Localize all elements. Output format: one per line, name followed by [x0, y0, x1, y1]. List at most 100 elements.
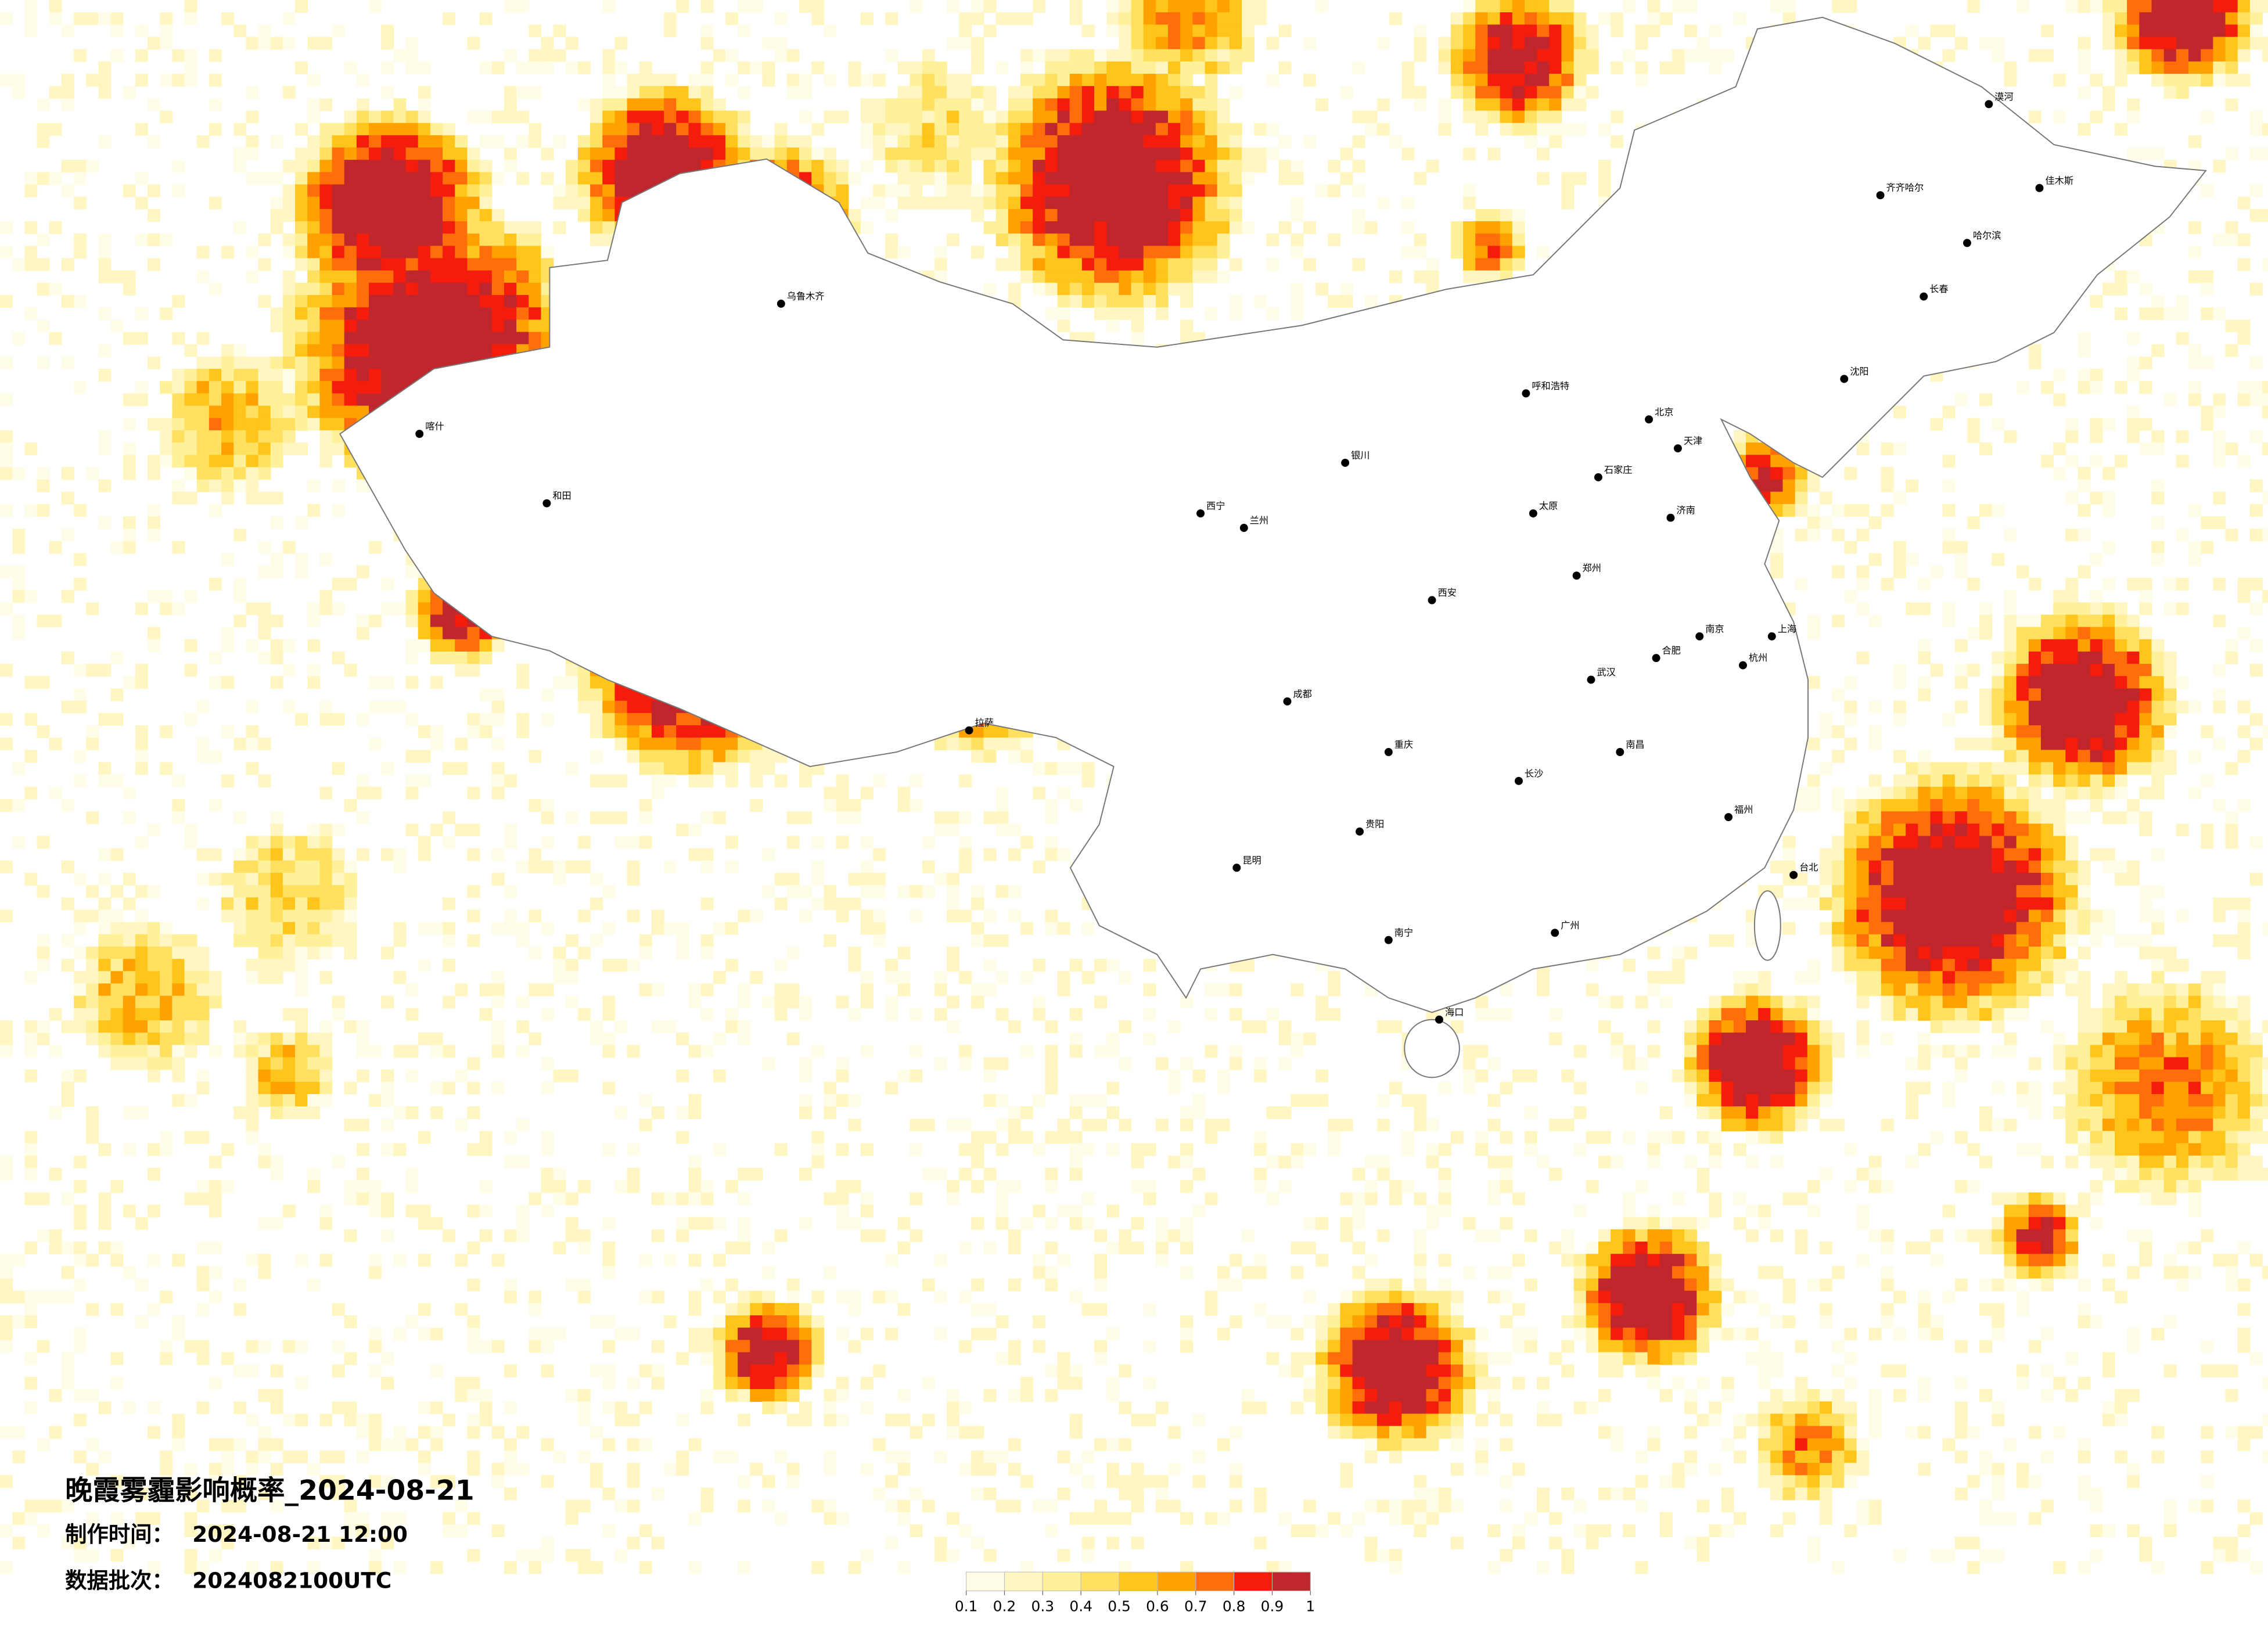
- heat-cell: [676, 1192, 689, 1206]
- heat-cell: [184, 1192, 197, 1206]
- heat-cell: [1119, 282, 1132, 296]
- heat-cell: [983, 184, 997, 197]
- heat-cell: [1205, 1512, 1218, 1525]
- heat-cell: [24, 872, 38, 886]
- heat-cell: [1094, 208, 1107, 222]
- heat-cell: [1081, 49, 1095, 62]
- heat-cell: [1106, 270, 1120, 283]
- heat-cell: [824, 24, 837, 38]
- heat-cell: [37, 1340, 50, 1353]
- heat-cell: [160, 922, 173, 935]
- heat-cell: [860, 1204, 874, 1218]
- heat-cell: [246, 836, 259, 849]
- heat-cell: [799, 1303, 812, 1316]
- heat-cell: [246, 270, 259, 283]
- heat-cell: [295, 713, 308, 726]
- heat-cell: [369, 676, 382, 689]
- heat-cell: [160, 1020, 173, 1033]
- heat-cell: [74, 750, 87, 763]
- heat-cell: [418, 98, 431, 111]
- heat-cell: [983, 196, 997, 210]
- heat-cell: [897, 1413, 911, 1427]
- heat-cell: [86, 467, 99, 480]
- heat-cell: [1081, 282, 1095, 296]
- heat-cell: [516, 725, 530, 738]
- heat-cell: [1057, 160, 1070, 173]
- heat-cell: [418, 639, 431, 652]
- heat-cell: [418, 221, 431, 234]
- heat-cell: [467, 1512, 480, 1525]
- heat-cell: [418, 356, 431, 369]
- heat-cell: [1155, 1499, 1169, 1513]
- heat-cell: [479, 233, 493, 247]
- heat-cell: [344, 332, 357, 345]
- heat-cell: [995, 1352, 1009, 1365]
- heat-cell: [1094, 1512, 1107, 1525]
- heat-cell: [405, 983, 419, 997]
- heat-cell: [1106, 1081, 1120, 1095]
- heat-cell: [1057, 270, 1070, 283]
- heat-cell: [1205, 0, 1218, 13]
- heat-cell: [664, 1020, 677, 1033]
- heat-cell: [1106, 258, 1120, 271]
- heat-cell: [688, 738, 702, 751]
- heat-cell: [369, 332, 382, 345]
- heat-cell: [1131, 61, 1144, 74]
- heat-cell: [110, 24, 124, 38]
- heat-cell: [1180, 319, 1194, 333]
- heat-cell: [479, 332, 493, 345]
- heat-cell: [1008, 1278, 1021, 1292]
- heat-cell: [443, 1524, 455, 1537]
- heat-cell: [356, 1143, 369, 1156]
- heat-cell: [995, 233, 1009, 247]
- heat-cell: [541, 37, 554, 50]
- heat-cell: [491, 995, 505, 1009]
- heat-cell: [282, 270, 296, 283]
- heat-cell: [725, 1315, 738, 1328]
- heat-cell: [1168, 1155, 1181, 1168]
- heat-cell: [836, 897, 849, 911]
- heat-cell: [995, 971, 1009, 984]
- heat-cell: [12, 258, 26, 271]
- heat-cell: [786, 885, 800, 898]
- heat-cell: [196, 1192, 210, 1206]
- heat-cell: [1057, 148, 1070, 160]
- heat-cell: [602, 61, 616, 74]
- heat-cell: [418, 836, 431, 849]
- heat-cell: [221, 443, 234, 455]
- heat-cell: [246, 700, 259, 714]
- heat-cell: [98, 369, 112, 382]
- heat-cell: [1045, 1168, 1058, 1181]
- heat-cell: [602, 959, 616, 972]
- heat-cell: [738, 1192, 751, 1206]
- heat-cell: [738, 148, 751, 160]
- heat-cell: [676, 922, 689, 935]
- heat-cell: [934, 270, 947, 283]
- heat-cell: [971, 61, 984, 74]
- heat-cell: [1008, 1131, 1021, 1144]
- heat-cell: [344, 1118, 357, 1132]
- heat-cell: [590, 233, 603, 247]
- heat-cell: [246, 381, 259, 394]
- heat-cell: [430, 1475, 443, 1488]
- heat-cell: [1119, 148, 1132, 160]
- heat-cell: [332, 123, 345, 136]
- heat-cell: [110, 12, 124, 26]
- heat-cell: [1106, 49, 1120, 62]
- heat-cell: [824, 934, 837, 947]
- heat-cell: [467, 1328, 480, 1341]
- heat-cell: [443, 258, 455, 271]
- heat-cell: [1033, 995, 1046, 1009]
- heat-cell: [307, 172, 321, 185]
- heat-cell: [713, 1340, 726, 1353]
- heat-cell: [1094, 221, 1107, 234]
- heat-cell: [700, 0, 714, 13]
- heat-cell: [184, 430, 197, 443]
- heat-cell: [553, 24, 566, 38]
- heat-cell: [98, 430, 112, 443]
- heat-cell: [774, 1364, 788, 1377]
- heat-cell: [307, 1463, 321, 1476]
- heat-cell: [135, 676, 148, 689]
- heat-cell: [307, 836, 321, 849]
- heat-cell: [443, 196, 455, 210]
